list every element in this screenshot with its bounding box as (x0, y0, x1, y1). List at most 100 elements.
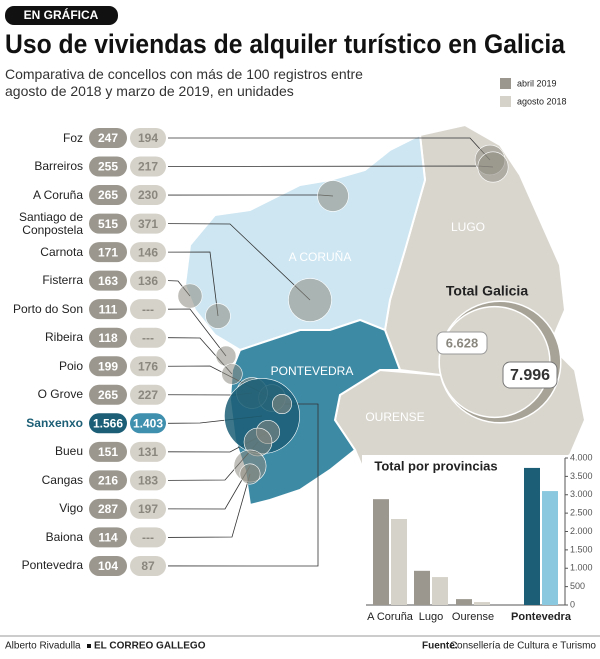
bar (414, 570, 430, 605)
value-pill (89, 270, 127, 291)
value-pill (130, 498, 166, 519)
outlet: EL CORREO GALLEGO (94, 641, 206, 652)
map-bubble (239, 463, 261, 485)
value-label: 176 (138, 359, 158, 373)
value-pill (89, 156, 127, 177)
bar (432, 577, 448, 605)
value-pill (89, 242, 127, 263)
x-tick-label: A Coruña (367, 611, 414, 623)
value-label: 515 (98, 217, 118, 231)
value-label: 265 (98, 188, 118, 202)
category-label: Foz (62, 130, 83, 145)
subtitle: Comparativa de concellos con más de 100 … (5, 66, 363, 99)
value-label: 197 (138, 502, 158, 516)
map-bubble (317, 180, 349, 212)
y-tick-label: 500 (570, 581, 585, 591)
label-box (502, 361, 558, 389)
value-pill (130, 384, 166, 405)
value-label: 163 (98, 274, 118, 288)
y-tick-label: 4.000 (570, 452, 593, 462)
value-label: 146 (138, 245, 158, 259)
value-pill (130, 356, 166, 377)
leader-line (167, 403, 319, 567)
value-pill (130, 128, 166, 148)
source-label: Fuente: (422, 641, 458, 652)
leader-line (167, 223, 311, 301)
leader-line (167, 251, 219, 317)
map-bubble (177, 283, 203, 309)
value-pill (89, 185, 127, 206)
value-label: 7.996 (510, 367, 550, 384)
bar (474, 602, 490, 605)
value-pill (130, 555, 166, 576)
value-pill (130, 441, 166, 462)
map-bubble (221, 363, 243, 385)
bar (542, 491, 558, 605)
badge-bg (5, 6, 118, 25)
value-pill (130, 299, 166, 320)
category-label: Baiona (45, 529, 83, 544)
category-label: Porto do Son (12, 301, 83, 316)
value-pill (89, 441, 127, 462)
value-label: 114 (98, 531, 118, 545)
x-tick-label: Pontevedra (511, 611, 572, 623)
category-label: Ribeira (44, 330, 83, 345)
y-tick-label: 3.500 (570, 471, 593, 481)
value-pill (89, 470, 127, 491)
value-pill (130, 527, 166, 548)
value-label: 111 (99, 302, 118, 316)
value-label: 216 (98, 474, 118, 488)
value-pill (130, 470, 166, 491)
category-label: Sanxenxo (26, 415, 83, 430)
value-pill (89, 299, 127, 320)
category-label: Vigo (59, 501, 83, 516)
category-label: Santiago de Conpostela (18, 209, 83, 237)
value-pill (89, 555, 127, 576)
y-tick-label: 0 (570, 599, 575, 609)
legend-swatch (500, 96, 511, 107)
value-label: 1.566 (93, 416, 123, 430)
y-tick-label: 1.000 (570, 563, 593, 573)
map-bubbles (177, 144, 509, 485)
map-bubble (477, 151, 509, 183)
map-bubble (215, 345, 237, 367)
value-pill (89, 128, 127, 148)
label-box (436, 331, 488, 355)
category-label: Pontevedra (21, 558, 83, 573)
map-label: LUGO (451, 220, 485, 234)
value-label: 287 (98, 502, 118, 516)
bar (456, 599, 472, 605)
chart-title: Total Galicia (446, 283, 528, 299)
category-label: Carnota (40, 244, 83, 259)
value-label: 227 (138, 388, 158, 402)
badge: EN GRÁFICA (24, 7, 99, 22)
value-pill (130, 270, 166, 291)
leader-line (167, 473, 251, 538)
y-tick-label: 1.500 (570, 544, 593, 554)
legend-label: abril 2019 (517, 78, 557, 88)
category-label: Bueu (54, 444, 83, 459)
value-label: 230 (138, 188, 158, 202)
value-label: 87 (141, 559, 155, 573)
value-pill (89, 527, 127, 548)
value-pill (130, 413, 166, 434)
category-label: Fisterra (42, 273, 83, 288)
value-pill (130, 213, 166, 234)
bar (373, 499, 389, 605)
value-pill (130, 156, 166, 177)
value-label: 104 (98, 559, 118, 573)
value-label: --- (142, 302, 154, 316)
legend-label: agosto 2018 (517, 96, 567, 106)
map-label: PONTEVEDRA (271, 364, 354, 378)
map-bubble (288, 278, 332, 322)
title: Uso de viviendas de alquiler turístico e… (5, 29, 566, 59)
value-label: 199 (98, 359, 118, 373)
value-label: 371 (138, 217, 158, 231)
value-label: 217 (138, 160, 158, 174)
map-bubble (272, 394, 292, 414)
value-label: --- (142, 531, 154, 545)
map-label: OURENSE (365, 410, 424, 424)
y-tick-label: 2.000 (570, 526, 593, 536)
value-label: 131 (138, 445, 158, 459)
separator (87, 644, 91, 648)
